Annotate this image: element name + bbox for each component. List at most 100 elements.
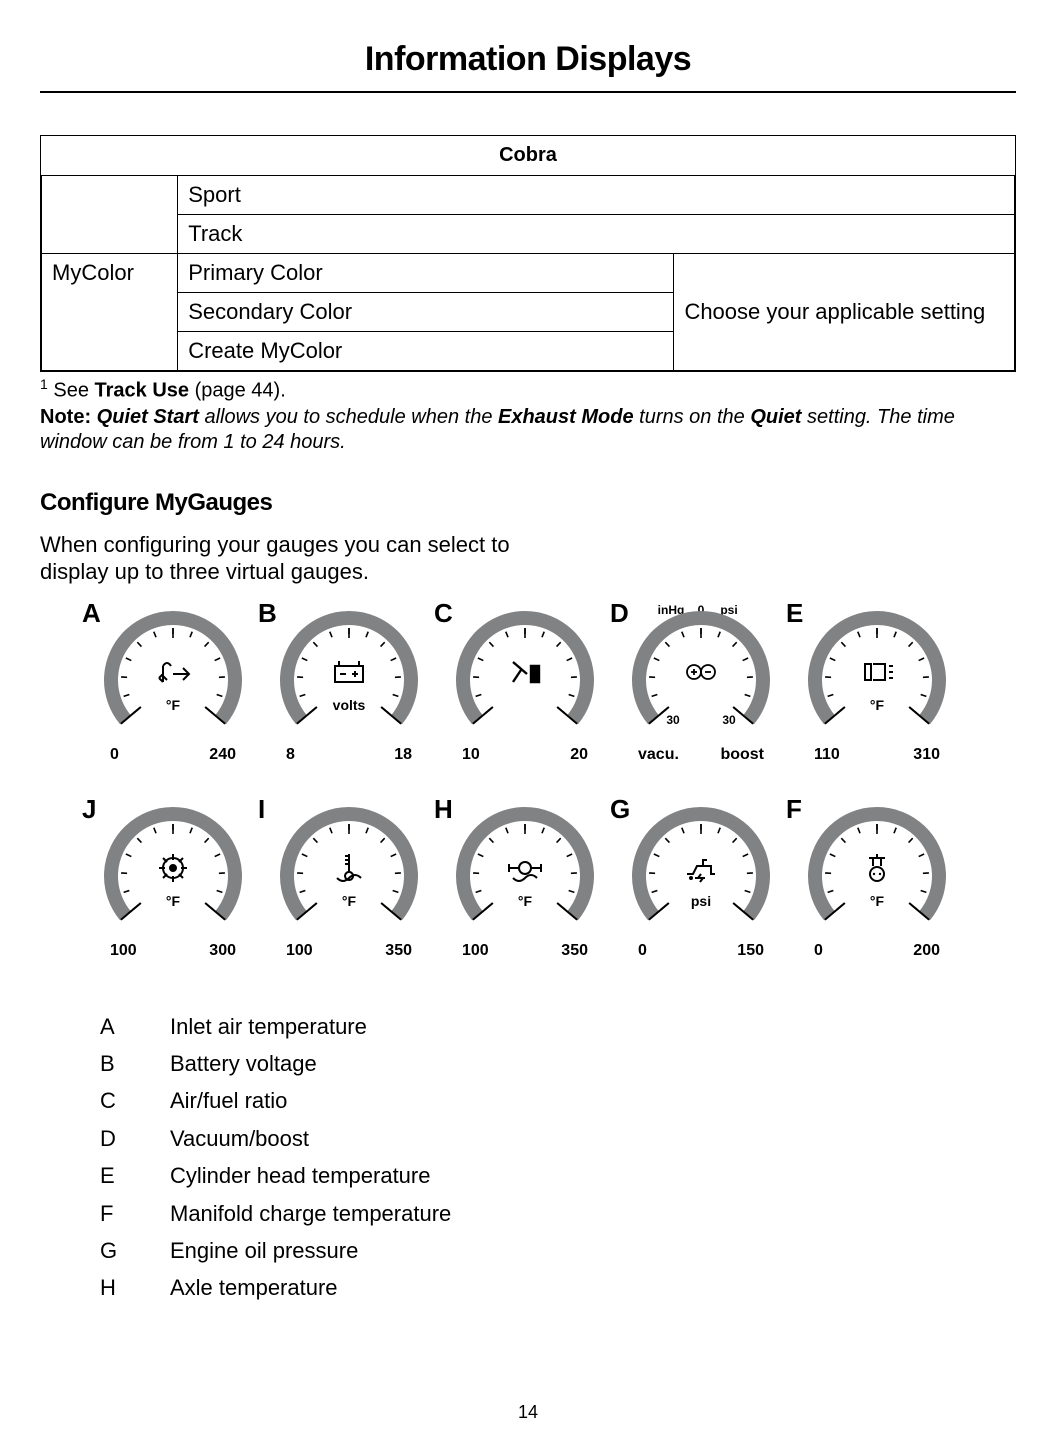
note: Note: Quiet Start allows you to schedule… [40, 405, 1016, 455]
legend-row: HAxle temperature [100, 1269, 1016, 1306]
svg-text:°F: °F [870, 893, 885, 909]
svg-text:psi: psi [691, 893, 711, 909]
gauge-letter: B [258, 598, 277, 629]
gauge-hi: 200 [913, 942, 940, 960]
gauge-f: F °F 0 200 [792, 798, 962, 960]
gauge-hi: 18 [394, 746, 412, 764]
legend-value: Axle temperature [170, 1269, 338, 1306]
gauge-h-svg: °F [449, 798, 601, 944]
gauge-lo: vacu. [638, 746, 679, 764]
gauge-f-svg: °F [801, 798, 953, 944]
gauge-g-svg: psi [625, 798, 777, 944]
legend-value: Air/fuel ratio [170, 1082, 287, 1119]
table-header: Cobra [42, 136, 1015, 176]
legend-row: FManifold charge temperature [100, 1195, 1016, 1232]
legend-row: GEngine oil pressure [100, 1232, 1016, 1269]
gauge-hi: 20 [570, 746, 588, 764]
gauge-j: J °F 100 300 [88, 798, 258, 960]
table-cell [42, 176, 178, 254]
svg-text:30: 30 [722, 713, 736, 727]
gauge-letter: C [434, 598, 453, 629]
gauge-hi: 240 [209, 746, 236, 764]
gauge-d-svg: inHg0psi3030 [625, 602, 777, 748]
gauge-a-svg: °F [97, 602, 249, 748]
legend-row: CAir/fuel ratio [100, 1082, 1016, 1119]
gauge-c-svg [449, 602, 601, 748]
legend-value: Battery voltage [170, 1045, 317, 1082]
svg-text:volts: volts [333, 697, 366, 713]
svg-text:°F: °F [342, 893, 357, 909]
svg-text:°F: °F [870, 697, 885, 713]
gauge-a: A °F 0 240 [88, 602, 258, 764]
gauge-hi: 310 [913, 746, 940, 764]
legend-key: G [100, 1232, 170, 1269]
gauge-lo: 100 [286, 942, 313, 960]
gauge-hi: 350 [561, 942, 588, 960]
gauge-lo: 0 [110, 746, 119, 764]
legend-value: Vacuum/boost [170, 1120, 309, 1157]
gauge-lo: 0 [814, 942, 823, 960]
gauge-c: C 10 20 [440, 602, 610, 764]
gauge-letter: F [786, 794, 802, 825]
gauge-i-svg: °F [273, 798, 425, 944]
table-cell: Primary Color [178, 254, 674, 293]
table-cell: Choose your applicable setting [674, 254, 1015, 371]
table-cell: Track [178, 215, 1015, 254]
legend-value: Engine oil pressure [170, 1232, 358, 1269]
page-number: 14 [0, 1402, 1056, 1423]
gauge-lo: 100 [462, 942, 489, 960]
gauge-lo: 10 [462, 746, 480, 764]
legend-row: ECylinder head temperature [100, 1157, 1016, 1194]
legend-value: Inlet air temperature [170, 1008, 367, 1045]
legend-key: A [100, 1008, 170, 1045]
footnote-sup: 1 [40, 376, 48, 392]
table-cell: Sport [178, 176, 1015, 215]
gauge-hi: 300 [209, 942, 236, 960]
svg-text:°F: °F [166, 893, 181, 909]
gauge-letter: H [434, 794, 453, 825]
gauge-hi: 350 [385, 942, 412, 960]
cobra-table: Cobra Sport Track MyColor Primary Color … [40, 135, 1016, 372]
gauge-legend: AInlet air temperatureBBattery voltageCA… [100, 1008, 1016, 1307]
legend-row: DVacuum/boost [100, 1120, 1016, 1157]
svg-text:°F: °F [518, 893, 533, 909]
gauge-letter: A [82, 598, 101, 629]
legend-key: E [100, 1157, 170, 1194]
gauge-e-svg: °F [801, 602, 953, 748]
gauge-g: G psi 0 150 [616, 798, 786, 960]
table-cell: Create MyColor [178, 332, 674, 371]
gauge-lo: 0 [638, 942, 647, 960]
legend-key: F [100, 1195, 170, 1232]
svg-text:°F: °F [166, 697, 181, 713]
page-title: Information Displays [40, 40, 1016, 93]
legend-key: B [100, 1045, 170, 1082]
gauge-i: I °F 100 350 [264, 798, 434, 960]
legend-key: C [100, 1082, 170, 1119]
gauge-letter: J [82, 794, 96, 825]
footnote: 1 See Track Use (page 44). [40, 376, 1016, 403]
gauge-letter: E [786, 598, 803, 629]
gauge-lo: 110 [814, 746, 840, 764]
gauge-d: D inHg0psi3030 vacu. boost [616, 602, 786, 764]
legend-value: Manifold charge temperature [170, 1195, 451, 1232]
gauge-j-svg: °F [97, 798, 249, 944]
legend-key: D [100, 1120, 170, 1157]
gauge-letter: I [258, 794, 265, 825]
legend-row: AInlet air temperature [100, 1008, 1016, 1045]
gauge-lo: 8 [286, 746, 295, 764]
section-heading: Configure MyGauges [40, 489, 1016, 517]
table-cell: Secondary Color [178, 293, 674, 332]
gauge-h: H °F 100 350 [440, 798, 610, 960]
legend-value: Cylinder head temperature [170, 1157, 430, 1194]
svg-text:30: 30 [666, 713, 680, 727]
gauge-b-svg: volts [273, 602, 425, 748]
gauge-hi: 150 [737, 942, 764, 960]
gauge-b: B volts 8 18 [264, 602, 434, 764]
gauges-grid: A °F 0 240 B volts 8 18 C 10 20 [88, 602, 1016, 960]
legend-key: H [100, 1269, 170, 1306]
gauge-letter: G [610, 794, 630, 825]
table-cell: MyColor [42, 254, 178, 371]
gauge-hi: boost [720, 746, 764, 764]
gauge-e: E °F 110 310 [792, 602, 962, 764]
gauge-letter: D [610, 598, 629, 629]
